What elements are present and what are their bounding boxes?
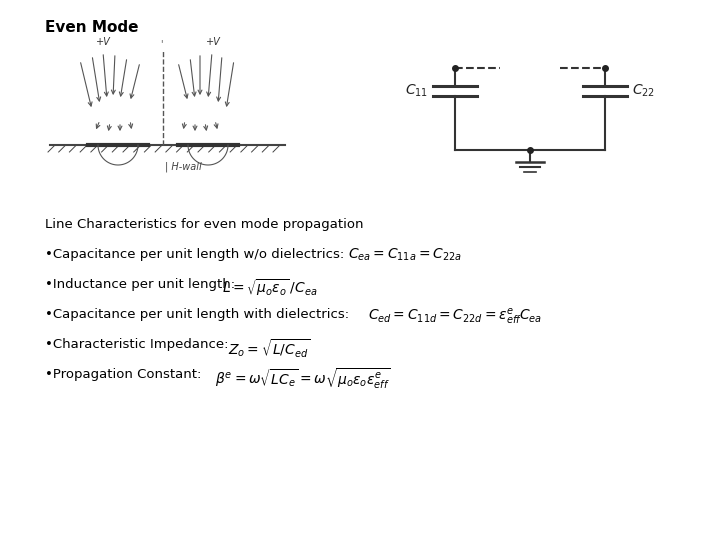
Text: $L = \sqrt{\mu_o\varepsilon_o}\,/C_{ea}$: $L = \sqrt{\mu_o\varepsilon_o}\,/C_{ea}$: [222, 277, 318, 298]
Text: | H-wall: | H-wall: [165, 162, 202, 172]
Text: $C_{22}$: $C_{22}$: [632, 83, 655, 99]
Text: •Characteristic Impedance:: •Characteristic Impedance:: [45, 338, 235, 351]
Text: •Capacitance per unit length w/o dielectrics:: •Capacitance per unit length w/o dielect…: [45, 248, 351, 261]
Text: +V: +V: [96, 37, 110, 47]
Text: $C_{11}$: $C_{11}$: [405, 83, 428, 99]
Text: •Inductance per unit length:: •Inductance per unit length:: [45, 278, 242, 291]
Text: Even Mode: Even Mode: [45, 20, 138, 35]
Text: •Capacitance per unit length with dielectrics:: •Capacitance per unit length with dielec…: [45, 308, 356, 321]
Text: $C_{ea} = C_{11a} = C_{22a}$: $C_{ea} = C_{11a} = C_{22a}$: [348, 247, 462, 264]
Text: +V: +V: [206, 37, 220, 47]
Text: •Propagation Constant:: •Propagation Constant:: [45, 368, 208, 381]
Text: $\beta^e = \omega\sqrt{LC_e} = \omega\sqrt{\mu_o\varepsilon_o\varepsilon^e_{eff}: $\beta^e = \omega\sqrt{LC_e} = \omega\sq…: [215, 367, 391, 392]
Text: Line Characteristics for even mode propagation: Line Characteristics for even mode propa…: [45, 218, 364, 231]
Text: ': ': [160, 39, 162, 49]
Text: $C_{ed} = C_{11d} = C_{22d} = \varepsilon^e_{eff}C_{ea}$: $C_{ed} = C_{11d} = C_{22d} = \varepsilo…: [368, 307, 542, 327]
Text: $Z_o = \sqrt{L/C_{ed}}$: $Z_o = \sqrt{L/C_{ed}}$: [228, 337, 310, 360]
